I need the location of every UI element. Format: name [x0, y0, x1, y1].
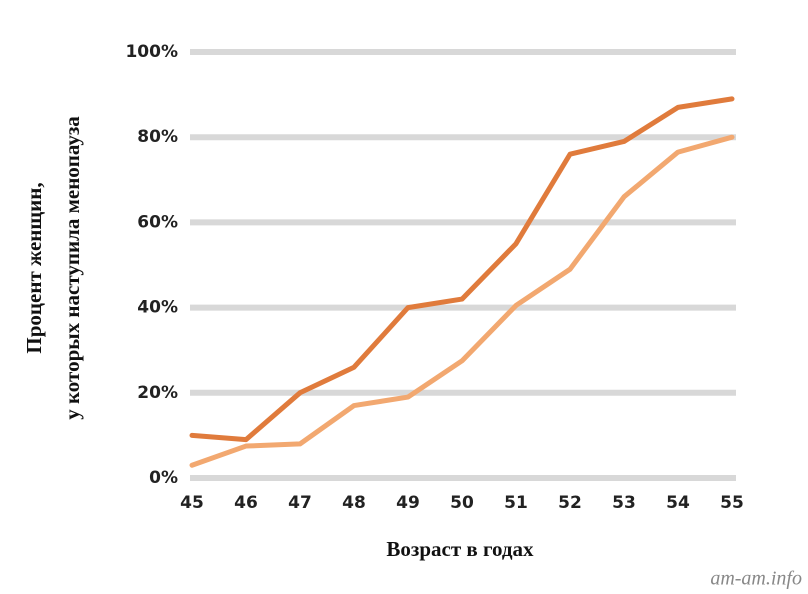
- x-tick-label: 53: [612, 493, 636, 513]
- line: [189, 96, 735, 443]
- y-axis-label: Процент женщин,: [22, 182, 46, 353]
- y-tick-label: 80%: [137, 127, 178, 147]
- x-tick-label: 51: [504, 493, 528, 513]
- y-tick-label: 60%: [137, 212, 178, 232]
- y-tick-label: 40%: [137, 298, 178, 318]
- y-tick-label: 100%: [125, 42, 178, 62]
- x-tick-label: 54: [666, 493, 690, 513]
- x-tick-label: 47: [288, 493, 312, 513]
- y-axis-label: у которых наступила менопауза: [60, 116, 84, 420]
- x-tick-label: 48: [342, 493, 366, 513]
- watermark: am-am.info: [710, 568, 802, 590]
- y-tick-label: 20%: [137, 383, 178, 403]
- x-axis-label: Возраст в годах: [386, 537, 534, 561]
- x-tick-label: 45: [180, 493, 204, 513]
- y-tick-label: 0%: [149, 468, 178, 488]
- x-tick-label: 46: [234, 493, 258, 513]
- x-tick-label: 49: [396, 493, 420, 513]
- x-tick-label: 52: [558, 493, 582, 513]
- x-tick-label: 50: [450, 493, 474, 513]
- line: [189, 134, 735, 468]
- x-tick-label: 55: [720, 493, 744, 513]
